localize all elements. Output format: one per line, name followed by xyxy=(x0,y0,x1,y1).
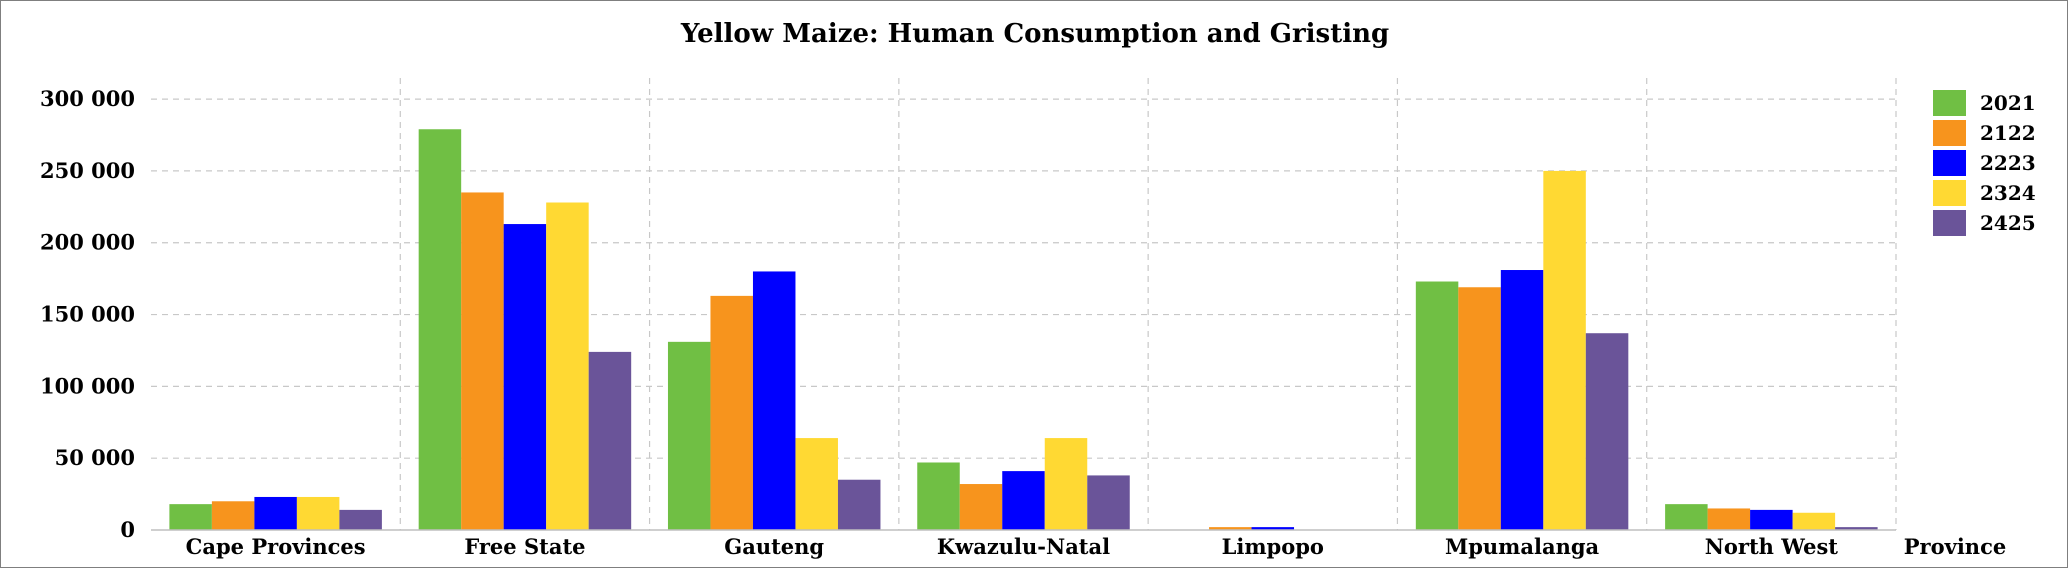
bar-2425-cape-provinces xyxy=(339,509,382,530)
bar-2021-gauteng xyxy=(667,341,711,530)
x-tick-label: Kwazulu-Natal xyxy=(937,534,1110,559)
bar-2223-mpumalanga xyxy=(1500,270,1544,530)
bar-2021-north-west xyxy=(1665,504,1708,530)
bar-2324-mpumalanga xyxy=(1543,170,1586,530)
bar-2122-kwazulu-natal xyxy=(959,484,1003,530)
bar-2425-free-state xyxy=(588,351,632,530)
bar-2122-mpumalanga xyxy=(1458,287,1501,530)
legend-swatch xyxy=(1933,150,1966,176)
bar-2122-limpopo xyxy=(1209,527,1252,530)
bar-2122-cape-provinces xyxy=(211,501,255,530)
legend: 2021 2122 2223 2324 2425 xyxy=(1933,90,2036,236)
chart-title: Yellow Maize: Human Consumption and Gris… xyxy=(680,19,1389,49)
x-tick-label: Mpumalanga xyxy=(1445,534,1600,559)
bar-2223-limpopo xyxy=(1251,527,1295,530)
bar-2021-kwazulu-natal xyxy=(917,462,960,530)
bar-2324-free-state xyxy=(546,202,589,530)
legend-swatch xyxy=(1933,180,1966,206)
y-tick-label: 250 000 xyxy=(40,158,135,183)
x-tick-label: Gauteng xyxy=(724,534,824,559)
x-tick-label: Limpopo xyxy=(1222,534,1324,559)
bar-2223-kwazulu-natal xyxy=(1002,471,1045,530)
bar-2122-gauteng xyxy=(710,295,753,530)
bar-2223-free-state xyxy=(503,224,547,530)
bar-2324-gauteng xyxy=(795,438,838,530)
x-tick-label: Free State xyxy=(464,534,585,559)
bar-2324-cape-provinces xyxy=(296,496,340,530)
y-axis: 0 50 000 100 000 150 000 200 000 250 000 300 0… xyxy=(40,86,135,542)
legend-swatch xyxy=(1933,120,1966,146)
bar-2425-north-west xyxy=(1835,527,1878,530)
grid-lines xyxy=(151,78,1897,530)
bar-2223-gauteng xyxy=(752,271,796,530)
x-axis-label: Province xyxy=(1904,534,2006,559)
bar-2223-cape-provinces xyxy=(254,496,297,530)
bar-2425-mpumalanga xyxy=(1585,333,1629,530)
y-tick-label: 200 000 xyxy=(40,230,135,255)
legend-swatch xyxy=(1933,90,1966,116)
bar-2425-kwazulu-natal xyxy=(1087,475,1130,530)
x-axis: Cape Provinces Free State Gauteng Kwazulu-N… xyxy=(151,529,1896,559)
bar-2021-mpumalanga xyxy=(1415,281,1459,530)
x-tick-label: Cape Provinces xyxy=(186,534,366,559)
legend-swatch xyxy=(1933,210,1966,236)
bar-2425-gauteng xyxy=(837,479,881,530)
y-tick-label: 0 xyxy=(120,517,135,542)
bar-2324-kwazulu-natal xyxy=(1044,438,1088,530)
legend-label: 2324 xyxy=(1980,181,2036,205)
bar-2324-north-west xyxy=(1792,512,1836,530)
legend-label: 2223 xyxy=(1980,151,2036,175)
y-tick-label: 300 000 xyxy=(40,86,135,111)
bar-2021-free-state xyxy=(418,129,462,530)
bars xyxy=(169,129,1878,531)
bar-2223-north-west xyxy=(1750,509,1793,530)
y-tick-label: 150 000 xyxy=(40,302,135,327)
legend-label: 2021 xyxy=(1980,91,2036,115)
legend-label: 2122 xyxy=(1980,121,2036,145)
y-tick-label: 100 000 xyxy=(40,373,135,398)
bar-2122-free-state xyxy=(461,192,504,531)
x-tick-label: North West xyxy=(1705,534,1839,559)
bar-2122-north-west xyxy=(1707,508,1751,530)
y-tick-label: 50 000 xyxy=(55,445,135,470)
legend-label: 2425 xyxy=(1980,211,2036,235)
bar-2021-cape-provinces xyxy=(169,504,212,530)
